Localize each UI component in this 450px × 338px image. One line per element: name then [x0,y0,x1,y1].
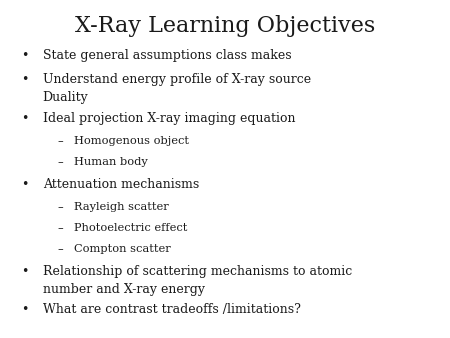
Text: –: – [58,157,63,167]
Text: –: – [58,202,63,212]
Text: •: • [21,112,28,125]
Text: Rayleigh scatter: Rayleigh scatter [74,202,169,212]
Text: Attenuation mechanisms: Attenuation mechanisms [43,178,199,191]
Text: •: • [21,303,28,316]
Text: •: • [21,49,28,62]
Text: •: • [21,73,28,86]
Text: –: – [58,244,63,254]
Text: –: – [58,223,63,233]
Text: Understand energy profile of X-ray source: Understand energy profile of X-ray sourc… [43,73,311,86]
Text: •: • [21,178,28,191]
Text: Ideal projection X-ray imaging equation: Ideal projection X-ray imaging equation [43,112,295,125]
Text: •: • [21,265,28,278]
Text: number and X-ray energy: number and X-ray energy [43,283,205,295]
Text: Homogenous object: Homogenous object [74,136,189,146]
Text: –: – [58,136,63,146]
Text: What are contrast tradeoffs /limitations?: What are contrast tradeoffs /limitations… [43,303,301,316]
Text: Compton scatter: Compton scatter [74,244,171,254]
Text: Duality: Duality [43,91,89,104]
Text: X-Ray Learning Objectives: X-Ray Learning Objectives [75,15,375,37]
Text: Photoelectric effect: Photoelectric effect [74,223,188,233]
Text: Human body: Human body [74,157,148,167]
Text: State general assumptions class makes: State general assumptions class makes [43,49,292,62]
Text: Relationship of scattering mechanisms to atomic: Relationship of scattering mechanisms to… [43,265,352,278]
